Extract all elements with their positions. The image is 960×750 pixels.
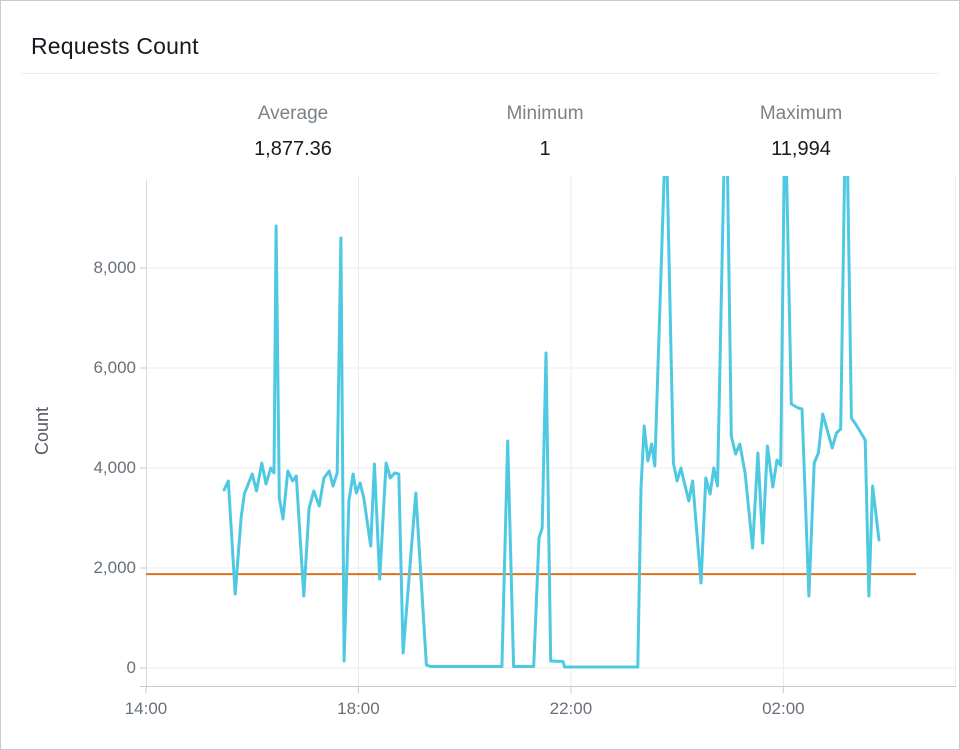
- y-tick-label: 4,000: [93, 458, 136, 477]
- stat-maximum: Maximum 11,994: [691, 101, 911, 162]
- stat-maximum-value: 11,994: [771, 138, 831, 160]
- y-tick-label: 0: [126, 658, 136, 677]
- page-title: Requests Count: [31, 33, 199, 59]
- stat-average: Average 1,877.36: [183, 101, 403, 162]
- stat-minimum-label: Minimum: [506, 103, 584, 124]
- stat-minimum-value: 1: [539, 138, 551, 160]
- x-tick-label: 22:00: [549, 699, 593, 718]
- x-tick-label: 02:00: [762, 699, 805, 718]
- stat-minimum: Minimum 1: [435, 101, 655, 162]
- line-chart-plot[interactable]: [140, 176, 956, 693]
- x-tick-label: 18:00: [337, 699, 380, 718]
- requests-count-series-line[interactable]: [222, 68, 881, 669]
- y-tick-label: 2,000: [93, 558, 136, 577]
- stat-maximum-label: Maximum: [759, 103, 843, 124]
- stat-average-label: Average: [257, 103, 329, 124]
- title-divider: [21, 73, 939, 74]
- stat-average-value: 1,877.36: [254, 138, 332, 160]
- y-tick-label: 8,000: [93, 258, 136, 277]
- x-tick-label: 14:00: [124, 699, 168, 718]
- y-tick-label: 6,000: [93, 358, 136, 377]
